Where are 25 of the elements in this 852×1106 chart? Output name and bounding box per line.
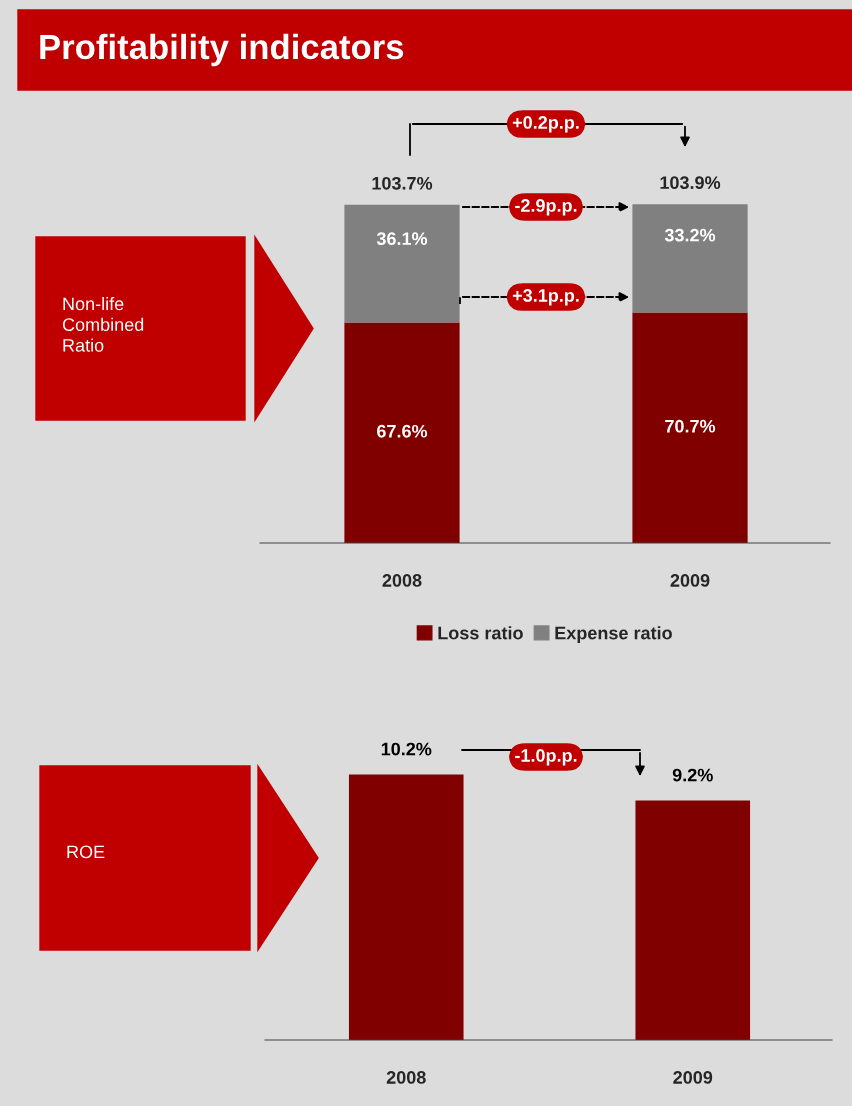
bar [632,204,748,313]
bar [344,322,460,543]
total-label: 103.7% [372,176,433,190]
annotation: -2.9p.p. [515,199,577,216]
chart-title: Profitability indicators [40,33,404,67]
x-tick-label: 2009 [673,1071,713,1084]
data-label: 36.1% [376,232,428,246]
data-label: 33.2% [664,228,716,242]
data-label: 10.2% [381,742,432,756]
y-axis-title: Non-life Combined Ratio [62,297,144,352]
x-tick-label: 2008 [386,1071,426,1084]
bar [344,204,460,323]
x-tick-label: 2008 [382,574,422,587]
x-tick-label: 2009 [670,574,710,587]
legend-label: Expense ratio [555,626,672,643]
y-axis-title: ROE [67,845,105,859]
data-label: 9.2% [672,768,713,782]
total-label: 103.9% [660,176,721,190]
text: -1.0p.p. [515,749,577,766]
annotation: +3.1p.p. [512,289,579,306]
data-label: 67.6% [377,424,428,438]
data-label: 70.7% [665,419,716,433]
bar [632,312,748,543]
text: +0.2p.p. [512,116,579,133]
legend-label: Loss ratio [438,626,523,640]
